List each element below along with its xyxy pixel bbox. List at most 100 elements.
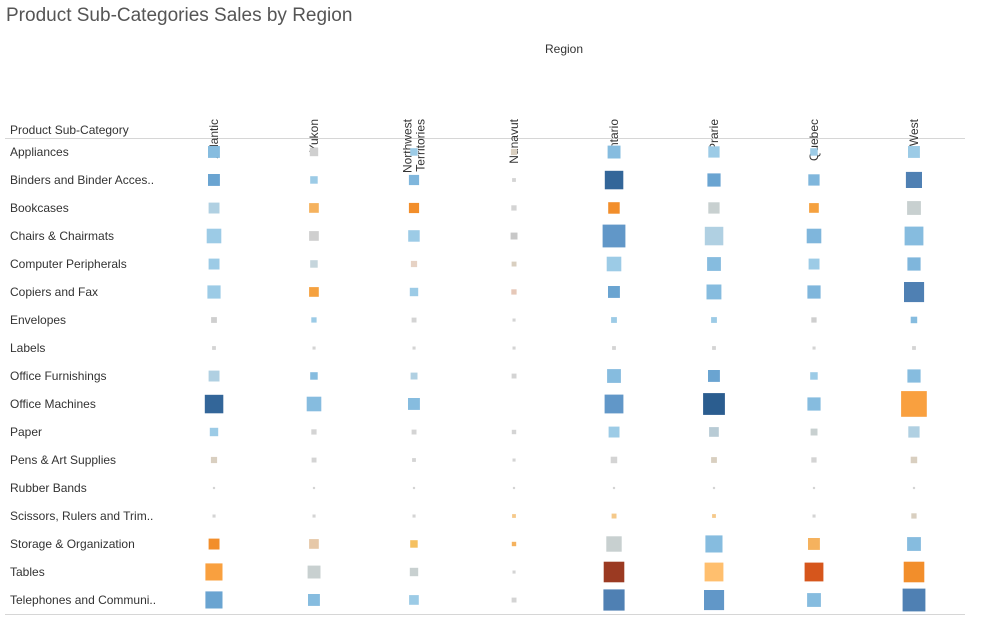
heatmap-cell (512, 570, 516, 574)
column-label-line: Yukon (307, 119, 321, 152)
heatmap-cell (309, 231, 319, 241)
row-label: Copiers and Fax (10, 285, 98, 299)
heatmap-cell (907, 201, 921, 215)
heatmap-cell (409, 567, 419, 577)
column-labels: Atlantic Yukon NorthwestTerritories Nunavut… (207, 118, 921, 173)
heatmap-cell (207, 285, 221, 299)
heatmap-cell (309, 147, 319, 157)
heatmap-cell (511, 541, 517, 547)
heatmap-cell (908, 146, 920, 158)
heatmap-cell (512, 514, 516, 518)
heatmap-cell (310, 372, 318, 380)
heatmap-cell (312, 514, 316, 518)
heatmap-cell (511, 289, 517, 295)
heatmap-cell (608, 286, 620, 298)
heatmap-cell (711, 457, 717, 463)
heatmap-cell (410, 372, 418, 380)
heatmap-cell (208, 538, 220, 550)
heatmap-cell (205, 591, 223, 609)
heatmap-cell (309, 287, 319, 297)
heatmap-cell (602, 224, 626, 248)
heatmap-cell (804, 562, 824, 582)
heatmap-cell (708, 202, 720, 214)
heatmap-cell (807, 593, 821, 607)
heatmap-cell (211, 317, 217, 323)
heatmap-cell (309, 539, 319, 549)
heatmap-cell (607, 145, 621, 159)
heatmap-cell (902, 588, 926, 612)
row-label: Bookcases (10, 201, 69, 215)
heatmap-cell (410, 260, 418, 268)
heatmap-cell (812, 346, 816, 350)
heatmap-cell (512, 346, 516, 350)
row-label: Storage & Organization (10, 537, 135, 551)
row-label: Office Furnishings (10, 369, 107, 383)
heatmap-cell (512, 486, 516, 490)
heatmap-cell (812, 486, 816, 490)
column-label-line: Territories (414, 119, 428, 172)
heatmap-cell (208, 370, 220, 382)
heatmap-cell (208, 174, 220, 186)
heatmap-cell (811, 317, 817, 323)
heatmap-cell (604, 394, 624, 414)
heatmap-cell (309, 203, 319, 213)
heatmap-cell (611, 317, 617, 323)
heatmap-cell (311, 317, 317, 323)
heatmap-cell (410, 540, 418, 548)
heatmap-cell (409, 287, 419, 297)
heatmap-cell (412, 458, 416, 462)
heatmap-cell (511, 429, 517, 435)
heatmap-cell (511, 373, 517, 379)
heatmap-cell (810, 148, 818, 156)
heatmap-cell (511, 261, 517, 267)
heatmap-cell (905, 171, 922, 188)
heatmap-cell (704, 590, 725, 611)
heatmap-cell (209, 427, 219, 437)
heatmap-cell (903, 561, 925, 583)
heatmap-cell (912, 346, 916, 350)
heatmap-cell (208, 202, 220, 214)
heatmap-cell (807, 397, 821, 411)
column-label-line: Northwest (401, 118, 415, 173)
heatmap-cell (707, 173, 721, 187)
chart-title: Product Sub-Categories Sales by Region (6, 5, 353, 26)
heatmap-cell (606, 256, 622, 272)
heatmap-cell (205, 563, 223, 581)
heatmap-cell (310, 260, 318, 268)
heatmap-cell (510, 148, 518, 156)
heatmap-cell (306, 396, 322, 412)
heatmap-cell (712, 514, 716, 518)
heatmap-cell (411, 317, 417, 323)
row-label: Tables (10, 565, 45, 579)
row-label: Binders and Binder Acces.. (10, 173, 154, 187)
heatmap-cell (206, 228, 222, 244)
heatmap-cell (907, 537, 921, 551)
heatmap-cell (208, 258, 220, 270)
heatmap-cell (212, 486, 216, 490)
heatmap-cell (408, 230, 420, 242)
heatmap-cell (311, 457, 317, 463)
heatmap-cell (712, 486, 716, 490)
column-label: West (907, 118, 921, 146)
heatmap-cell (412, 346, 416, 350)
heatmap-cell (810, 428, 818, 436)
row-label: Envelopes (10, 313, 66, 327)
heatmap-cell (307, 565, 321, 579)
heatmap-cell (204, 394, 224, 414)
row-label: Chairs & Chairmats (10, 229, 114, 243)
heatmap-cell (705, 535, 723, 553)
heatmap-cell (210, 456, 218, 464)
heatmap-cell (606, 536, 622, 552)
row-label: Scissors, Rulers and Trim.. (10, 509, 153, 523)
heatmap-cell (904, 282, 925, 303)
heatmap-cell (308, 594, 320, 606)
heatmap-cell (807, 285, 821, 299)
heatmap-cell (712, 346, 716, 350)
heatmap-cell (603, 561, 625, 583)
heatmap-cell (612, 486, 616, 490)
heatmap-cell (810, 372, 818, 380)
heatmap-cell (809, 203, 819, 213)
heatmap-cell (812, 514, 816, 518)
heatmap-cell (703, 393, 725, 415)
heatmap-cell (312, 486, 316, 490)
